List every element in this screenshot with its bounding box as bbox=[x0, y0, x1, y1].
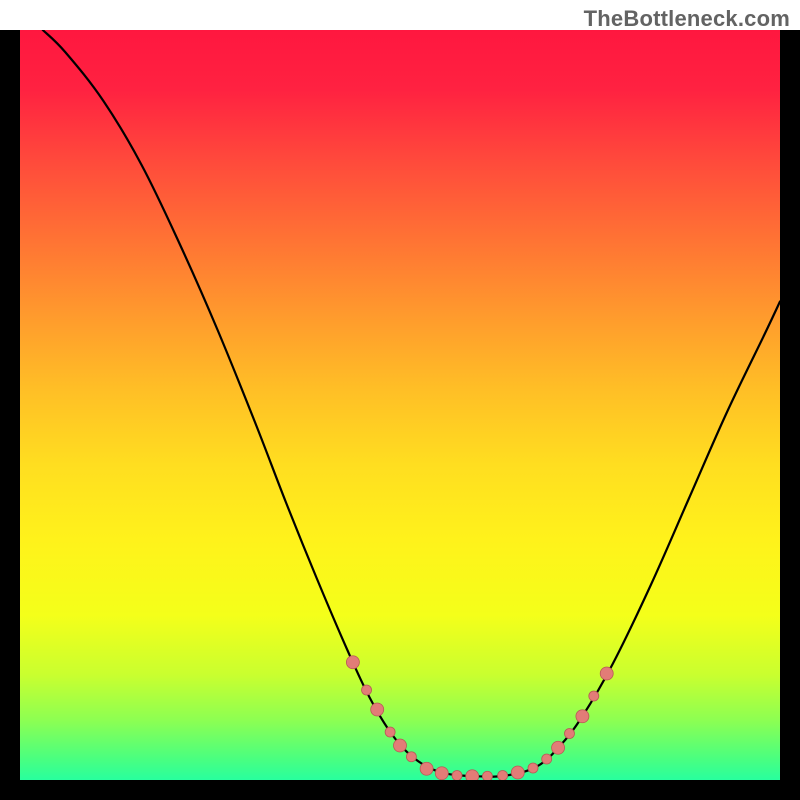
curve-marker bbox=[528, 763, 538, 773]
curve-marker bbox=[600, 667, 613, 680]
curve-marker bbox=[511, 766, 524, 779]
curve-marker bbox=[406, 752, 416, 762]
curve-marker bbox=[498, 771, 508, 781]
curve-marker bbox=[362, 685, 372, 695]
curve-marker bbox=[589, 691, 599, 701]
watermark-text: TheBottleneck.com bbox=[584, 6, 790, 32]
curve-marker bbox=[452, 771, 462, 781]
curve-marker bbox=[576, 710, 589, 723]
curve-marker bbox=[394, 739, 407, 752]
bottleneck-chart bbox=[0, 0, 800, 800]
curve-marker bbox=[371, 703, 384, 716]
curve-marker bbox=[552, 741, 565, 754]
curve-marker bbox=[346, 656, 359, 669]
curve-marker bbox=[385, 727, 395, 737]
curve-marker bbox=[420, 762, 433, 775]
curve-marker bbox=[435, 767, 448, 780]
curve-marker bbox=[564, 729, 574, 739]
chart-background bbox=[20, 30, 780, 780]
curve-marker bbox=[542, 754, 552, 764]
curve-marker bbox=[482, 771, 492, 781]
